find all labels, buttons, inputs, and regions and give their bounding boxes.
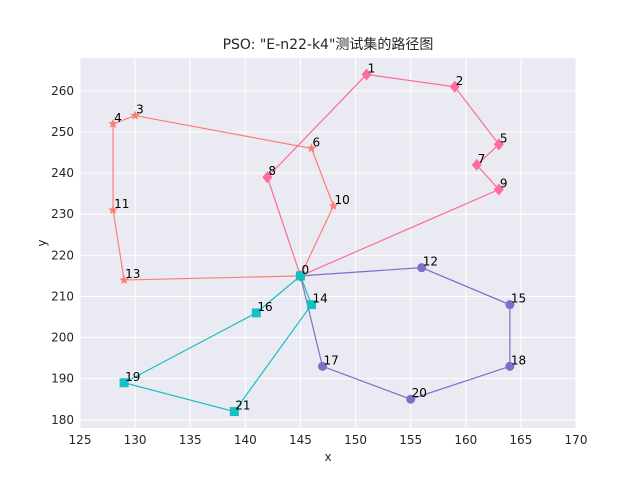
x-tick-label: 140 bbox=[234, 433, 257, 447]
node-label-3: 3 bbox=[136, 103, 144, 117]
y-axis-label: y bbox=[35, 239, 49, 246]
node-markers bbox=[108, 68, 515, 417]
node-label-14: 14 bbox=[312, 292, 327, 306]
node-label-8: 8 bbox=[268, 164, 276, 178]
node-label-7: 7 bbox=[478, 152, 486, 166]
chart-title: PSO: "E-n22-k4"测试集的路径图 bbox=[223, 36, 434, 53]
y-tick-label: 260 bbox=[51, 84, 74, 98]
node-label-21: 21 bbox=[235, 399, 250, 413]
node-marker-12 bbox=[417, 263, 427, 273]
node-marker-17 bbox=[317, 361, 327, 371]
node-label-12: 12 bbox=[423, 255, 438, 269]
x-tick-label: 160 bbox=[454, 433, 477, 447]
x-tick-label: 130 bbox=[124, 433, 147, 447]
node-marker-8 bbox=[262, 171, 273, 184]
node-marker-3 bbox=[130, 110, 140, 120]
node-label-18: 18 bbox=[511, 353, 526, 367]
node-label-4: 4 bbox=[114, 111, 122, 125]
node-marker-6 bbox=[306, 143, 317, 153]
x-tick-labels: 125 130 135 140 145 150 155 160 165 170 bbox=[69, 433, 588, 447]
y-tick-labels: 180 190 200 210 220 230 240 250 260 bbox=[51, 84, 74, 427]
node-marker-10 bbox=[328, 201, 339, 211]
node-label-13: 13 bbox=[125, 267, 140, 281]
node-marker-21 bbox=[229, 407, 239, 417]
node-marker-15 bbox=[505, 300, 515, 310]
y-tick-label: 180 bbox=[51, 413, 74, 427]
node-marker-0 bbox=[295, 271, 305, 281]
x-tick-label: 155 bbox=[399, 433, 422, 447]
node-label-1: 1 bbox=[368, 61, 376, 75]
node-marker-4 bbox=[108, 118, 118, 128]
node-marker-18 bbox=[505, 361, 515, 371]
node-label-5: 5 bbox=[500, 131, 508, 145]
node-marker-5 bbox=[493, 138, 504, 151]
node-label-11: 11 bbox=[114, 197, 129, 211]
x-tick-label: 135 bbox=[179, 433, 202, 447]
y-tick-label: 210 bbox=[51, 289, 74, 303]
x-tick-label: 145 bbox=[289, 433, 312, 447]
route-line-1 bbox=[112, 114, 335, 281]
node-marker-19 bbox=[119, 378, 129, 388]
node-label-0: 0 bbox=[301, 263, 309, 277]
node-marker-13 bbox=[119, 275, 129, 285]
node-label-9: 9 bbox=[500, 177, 508, 191]
route-line-4 bbox=[122, 275, 313, 413]
node-label-19: 19 bbox=[125, 370, 140, 384]
node-label-10: 10 bbox=[335, 193, 350, 207]
node-marker-11 bbox=[108, 205, 118, 215]
y-tick-label: 190 bbox=[51, 372, 74, 386]
x-tick-label: 170 bbox=[565, 433, 588, 447]
node-label-17: 17 bbox=[323, 353, 338, 367]
node-marker-9 bbox=[493, 183, 504, 196]
node-marker-20 bbox=[406, 394, 416, 404]
node-label-6: 6 bbox=[312, 135, 320, 149]
node-label-2: 2 bbox=[456, 74, 464, 88]
x-tick-label: 165 bbox=[509, 433, 532, 447]
y-tick-label: 220 bbox=[51, 248, 74, 262]
y-tick-label: 200 bbox=[51, 331, 74, 345]
node-label-15: 15 bbox=[511, 292, 526, 306]
y-tick-label: 240 bbox=[51, 166, 74, 180]
node-label-20: 20 bbox=[412, 386, 427, 400]
grid-lines bbox=[79, 58, 577, 428]
node-marker-1 bbox=[361, 68, 372, 81]
node-marker-14 bbox=[306, 300, 316, 310]
node-marker-2 bbox=[449, 80, 460, 93]
route-line-2 bbox=[266, 73, 500, 277]
node-marker-7 bbox=[471, 158, 482, 171]
x-tick-label: 125 bbox=[69, 433, 92, 447]
node-marker-16 bbox=[251, 308, 261, 318]
y-tick-label: 250 bbox=[51, 125, 74, 139]
y-tick-label: 230 bbox=[51, 207, 74, 221]
node-label-16: 16 bbox=[257, 300, 272, 314]
x-axis-label: x bbox=[324, 450, 331, 464]
x-tick-label: 150 bbox=[344, 433, 367, 447]
plot-background bbox=[80, 58, 576, 428]
